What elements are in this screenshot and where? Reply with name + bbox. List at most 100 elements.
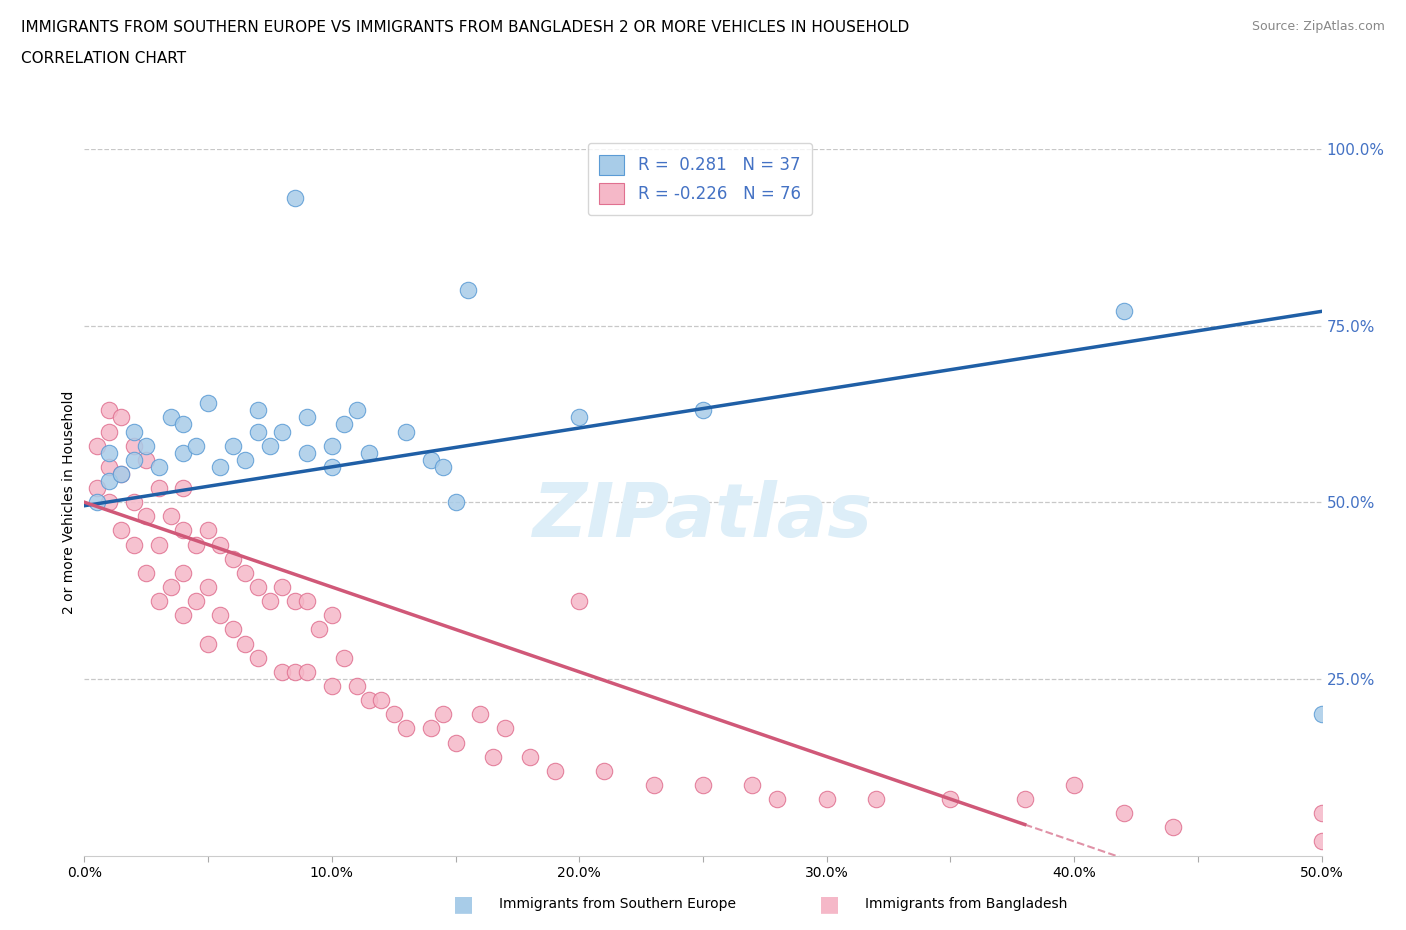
Point xyxy=(98,403,121,418)
Point xyxy=(209,538,232,552)
Point xyxy=(222,438,245,453)
Point xyxy=(1112,304,1135,319)
Point xyxy=(382,707,405,722)
Point xyxy=(122,438,145,453)
Point xyxy=(370,693,392,708)
Point xyxy=(432,707,454,722)
Point xyxy=(246,650,269,665)
Point xyxy=(419,452,441,467)
Point xyxy=(172,565,194,580)
Point xyxy=(1112,805,1135,820)
Point xyxy=(259,593,281,608)
Point xyxy=(86,495,108,510)
Point xyxy=(333,650,356,665)
Point xyxy=(197,579,219,594)
Point xyxy=(172,445,194,460)
Point xyxy=(308,622,330,637)
Point xyxy=(815,791,838,806)
Point xyxy=(1310,707,1333,722)
Point xyxy=(222,622,245,637)
Point xyxy=(593,764,616,778)
Point xyxy=(246,403,269,418)
Point xyxy=(519,750,541,764)
Point xyxy=(321,438,343,453)
Point xyxy=(122,452,145,467)
Point xyxy=(481,750,503,764)
Point xyxy=(160,509,183,524)
Text: Immigrants from Bangladesh: Immigrants from Bangladesh xyxy=(865,897,1067,911)
Point xyxy=(246,579,269,594)
Point xyxy=(395,721,418,736)
Point xyxy=(246,424,269,439)
Text: ZIPatlas: ZIPatlas xyxy=(533,480,873,552)
Point xyxy=(135,438,157,453)
Point xyxy=(321,459,343,474)
Point xyxy=(444,495,467,510)
Point xyxy=(457,283,479,298)
Point xyxy=(222,551,245,566)
Point xyxy=(284,664,307,679)
Point xyxy=(692,777,714,792)
Point xyxy=(543,764,565,778)
Point xyxy=(295,593,318,608)
Legend: R =  0.281   N = 37, R = -0.226   N = 76: R = 0.281 N = 37, R = -0.226 N = 76 xyxy=(588,143,813,216)
Point xyxy=(98,445,121,460)
Point xyxy=(419,721,441,736)
Point xyxy=(135,565,157,580)
Point xyxy=(692,403,714,418)
Point xyxy=(284,593,307,608)
Point xyxy=(271,579,294,594)
Point xyxy=(172,608,194,623)
Point xyxy=(1310,834,1333,849)
Point xyxy=(110,467,132,482)
Text: IMMIGRANTS FROM SOUTHERN EUROPE VS IMMIGRANTS FROM BANGLADESH 2 OR MORE VEHICLES: IMMIGRANTS FROM SOUTHERN EUROPE VS IMMIG… xyxy=(21,20,910,35)
Point xyxy=(346,679,368,694)
Point xyxy=(148,538,170,552)
Point xyxy=(148,593,170,608)
Text: Immigrants from Southern Europe: Immigrants from Southern Europe xyxy=(499,897,737,911)
Point xyxy=(110,467,132,482)
Point xyxy=(98,473,121,488)
Point xyxy=(184,438,207,453)
Point xyxy=(184,593,207,608)
Text: Source: ZipAtlas.com: Source: ZipAtlas.com xyxy=(1251,20,1385,33)
Point xyxy=(1014,791,1036,806)
Point xyxy=(122,424,145,439)
Point xyxy=(122,538,145,552)
Point xyxy=(233,565,256,580)
Point xyxy=(98,495,121,510)
Point xyxy=(98,424,121,439)
Point xyxy=(209,608,232,623)
Point xyxy=(197,523,219,538)
Point xyxy=(86,481,108,496)
Point xyxy=(110,410,132,425)
Point xyxy=(321,608,343,623)
Point xyxy=(197,636,219,651)
Point xyxy=(643,777,665,792)
Point xyxy=(172,523,194,538)
Point xyxy=(321,679,343,694)
Text: CORRELATION CHART: CORRELATION CHART xyxy=(21,51,186,66)
Point xyxy=(1161,820,1184,835)
Point xyxy=(470,707,492,722)
Point xyxy=(741,777,763,792)
Point xyxy=(98,459,121,474)
Point xyxy=(197,396,219,411)
Point xyxy=(766,791,789,806)
Point xyxy=(135,509,157,524)
Point xyxy=(1310,805,1333,820)
Point xyxy=(333,417,356,432)
Point xyxy=(233,636,256,651)
Point xyxy=(86,438,108,453)
Point xyxy=(444,735,467,750)
Point xyxy=(122,495,145,510)
Point xyxy=(284,191,307,206)
Point xyxy=(568,410,591,425)
Point xyxy=(395,424,418,439)
Point xyxy=(148,459,170,474)
Point xyxy=(209,459,232,474)
Point xyxy=(295,410,318,425)
Point xyxy=(865,791,887,806)
Point xyxy=(939,791,962,806)
Point xyxy=(346,403,368,418)
